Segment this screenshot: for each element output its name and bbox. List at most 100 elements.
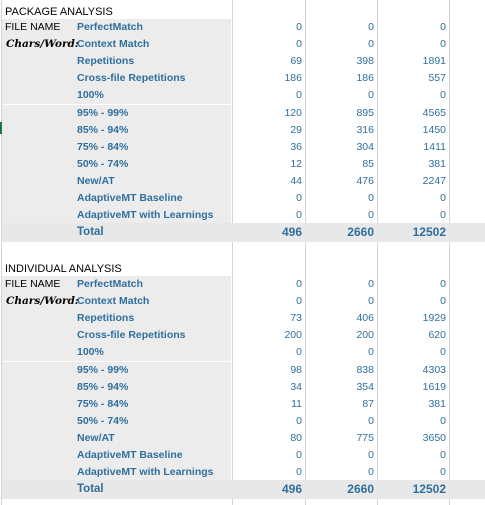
table-row[interactable]: 100% 0 0 0: [0, 344, 485, 362]
value-cell[interactable]: 80: [290, 431, 302, 444]
value-cell[interactable]: 0: [368, 414, 374, 427]
table-row[interactable]: Repetitions 69 398 1891: [0, 53, 485, 71]
value-cell[interactable]: 0: [368, 278, 374, 290]
value-cell[interactable]: 476: [356, 174, 374, 187]
table-row[interactable]: 100% 0 0 0: [0, 87, 485, 105]
value-cell[interactable]: 557: [428, 72, 446, 85]
value-cell[interactable]: 12: [290, 157, 302, 170]
value-cell[interactable]: 0: [440, 89, 446, 102]
value-cell[interactable]: 0: [296, 414, 302, 427]
table-row[interactable]: Chars/Word: Context Match 0 0 0: [0, 36, 485, 54]
value-cell[interactable]: 0: [368, 466, 374, 479]
value-cell[interactable]: 2247: [422, 174, 446, 187]
total-value-cell[interactable]: 2660: [347, 225, 374, 239]
value-cell[interactable]: 34: [290, 380, 302, 393]
value-cell[interactable]: 1619: [422, 380, 446, 393]
value-cell[interactable]: 4303: [422, 363, 446, 376]
value-cell[interactable]: 0: [296, 38, 302, 51]
value-cell[interactable]: 0: [440, 209, 446, 222]
table-row[interactable]: Cross-file Repetitions 186 186 557: [0, 70, 485, 88]
value-cell[interactable]: 0: [296, 209, 302, 222]
table-row[interactable]: 95% - 99% 120 895 4565: [0, 104, 485, 122]
value-cell[interactable]: 0: [440, 295, 446, 308]
value-cell[interactable]: 69: [290, 55, 302, 68]
table-row[interactable]: AdaptiveMT Baseline 0 0 0: [0, 190, 485, 207]
table-row[interactable]: 75% - 84% 11 87 381: [0, 395, 485, 413]
value-cell[interactable]: 73: [290, 312, 302, 325]
value-cell[interactable]: 1929: [422, 312, 446, 325]
value-cell[interactable]: 0: [296, 21, 302, 33]
value-cell[interactable]: 620: [428, 329, 446, 342]
value-cell[interactable]: 0: [440, 38, 446, 51]
value-cell[interactable]: 775: [356, 431, 374, 444]
table-row[interactable]: 50% - 74% 12 85 381: [0, 155, 485, 173]
value-cell[interactable]: 0: [368, 346, 374, 359]
value-cell[interactable]: 304: [356, 140, 374, 153]
value-cell[interactable]: 0: [368, 192, 374, 204]
value-cell[interactable]: 4565: [422, 106, 446, 119]
value-cell[interactable]: 0: [296, 295, 302, 308]
value-cell[interactable]: 0: [296, 192, 302, 204]
value-cell[interactable]: 0: [296, 346, 302, 359]
value-cell[interactable]: 44: [290, 174, 302, 187]
table-row[interactable]: New/AT 44 476 2247: [0, 172, 485, 190]
total-value-cell[interactable]: 2660: [347, 482, 374, 496]
table-row[interactable]: FILE NAME PerfectMatch 0 0 0: [0, 19, 485, 36]
value-cell[interactable]: 0: [296, 278, 302, 290]
value-cell[interactable]: 0: [368, 21, 374, 33]
table-row[interactable]: 85% - 94% 34 354 1619: [0, 378, 485, 396]
value-cell[interactable]: 0: [440, 278, 446, 290]
total-value-cell[interactable]: 496: [281, 225, 302, 239]
value-cell[interactable]: 0: [368, 295, 374, 308]
table-row[interactable]: 50% - 74% 0 0 0: [0, 412, 485, 430]
value-cell[interactable]: 1411: [423, 140, 446, 153]
value-cell[interactable]: 120: [284, 106, 302, 119]
value-cell[interactable]: 0: [368, 209, 374, 222]
value-cell[interactable]: 381: [428, 397, 446, 410]
total-value-cell[interactable]: 496: [281, 482, 302, 496]
value-cell[interactable]: 0: [368, 449, 374, 461]
value-cell[interactable]: 0: [440, 466, 446, 479]
value-cell[interactable]: 838: [356, 363, 374, 376]
table-row[interactable]: 75% - 84% 36 304 1411: [0, 138, 485, 156]
value-cell[interactable]: 406: [356, 312, 374, 325]
value-cell[interactable]: 0: [440, 449, 446, 461]
value-cell[interactable]: 200: [356, 329, 374, 342]
value-cell[interactable]: 0: [296, 449, 302, 461]
value-cell[interactable]: 36: [290, 140, 302, 153]
value-cell[interactable]: 98: [290, 363, 302, 376]
total-value-cell[interactable]: 12502: [412, 482, 446, 496]
value-cell[interactable]: 381: [428, 157, 446, 170]
total-value-cell[interactable]: 12502: [412, 225, 446, 239]
value-cell[interactable]: 186: [356, 72, 374, 85]
value-cell[interactable]: 895: [356, 106, 374, 119]
value-cell[interactable]: 316: [356, 123, 374, 136]
table-row[interactable]: FILE NAME PerfectMatch 0 0 0: [0, 276, 485, 293]
value-cell[interactable]: 0: [368, 38, 374, 51]
value-cell[interactable]: 11: [291, 397, 302, 410]
value-cell[interactable]: 398: [356, 55, 374, 68]
value-cell[interactable]: 1891: [422, 55, 446, 68]
value-cell[interactable]: 87: [362, 397, 374, 410]
table-row[interactable]: 85% - 94% 29 316 1450: [0, 121, 485, 139]
table-row[interactable]: AdaptiveMT with Learnings 0 0 0: [0, 207, 485, 225]
value-cell[interactable]: 0: [440, 414, 446, 427]
table-row[interactable]: Cross-file Repetitions 200 200 620: [0, 327, 485, 345]
table-row[interactable]: 95% - 99% 98 838 4303: [0, 361, 485, 379]
value-cell[interactable]: 29: [290, 123, 302, 136]
value-cell[interactable]: 354: [356, 380, 374, 393]
value-cell[interactable]: 0: [296, 89, 302, 102]
table-row[interactable]: New/AT 80 775 3650: [0, 429, 485, 447]
value-cell[interactable]: 0: [440, 21, 446, 33]
table-row[interactable]: AdaptiveMT with Learnings 0 0 0: [0, 464, 485, 482]
value-cell[interactable]: 0: [296, 466, 302, 479]
value-cell[interactable]: 186: [284, 72, 302, 85]
value-cell[interactable]: 1450: [422, 123, 446, 136]
total-row[interactable]: Total 496 2660 12502: [0, 223, 485, 242]
total-row[interactable]: Total 496 2660 12502: [0, 480, 485, 499]
table-row[interactable]: Chars/Word: Context Match 0 0 0: [0, 293, 485, 311]
value-cell[interactable]: 85: [362, 157, 374, 170]
table-row[interactable]: AdaptiveMT Baseline 0 0 0: [0, 447, 485, 464]
value-cell[interactable]: 0: [368, 89, 374, 102]
value-cell[interactable]: 0: [440, 192, 446, 204]
